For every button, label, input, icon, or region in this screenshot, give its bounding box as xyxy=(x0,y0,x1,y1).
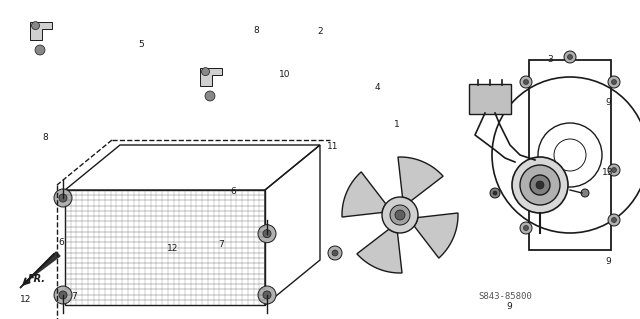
Circle shape xyxy=(31,22,40,30)
Text: 7: 7 xyxy=(71,292,76,301)
Polygon shape xyxy=(398,157,443,201)
Circle shape xyxy=(536,181,544,189)
FancyBboxPatch shape xyxy=(469,84,511,114)
Text: 8: 8 xyxy=(253,26,259,35)
Bar xyxy=(529,60,611,250)
Circle shape xyxy=(608,214,620,226)
Circle shape xyxy=(564,51,576,63)
Circle shape xyxy=(524,79,529,85)
Circle shape xyxy=(608,164,620,176)
Circle shape xyxy=(512,157,568,213)
Text: 8: 8 xyxy=(42,133,47,142)
Circle shape xyxy=(568,55,573,60)
Text: 3: 3 xyxy=(548,55,553,63)
Text: 13: 13 xyxy=(602,168,614,177)
Text: 10: 10 xyxy=(279,70,291,79)
Polygon shape xyxy=(200,68,222,86)
Text: 6: 6 xyxy=(58,238,63,247)
Text: FR.: FR. xyxy=(28,274,46,284)
Text: 7: 7 xyxy=(218,241,223,249)
Circle shape xyxy=(382,197,418,233)
Circle shape xyxy=(332,250,338,256)
Circle shape xyxy=(530,175,550,195)
Circle shape xyxy=(520,165,560,205)
Circle shape xyxy=(524,226,529,231)
Text: 1: 1 xyxy=(394,120,399,129)
Text: 9: 9 xyxy=(605,257,611,266)
Text: S843-85800: S843-85800 xyxy=(479,292,532,301)
Circle shape xyxy=(608,76,620,88)
Circle shape xyxy=(258,286,276,304)
Text: 9: 9 xyxy=(506,302,511,311)
Text: 6: 6 xyxy=(231,187,236,196)
Text: 11: 11 xyxy=(327,142,339,151)
Circle shape xyxy=(59,194,67,202)
Circle shape xyxy=(54,286,72,304)
Circle shape xyxy=(258,225,276,243)
Text: 4: 4 xyxy=(375,83,380,92)
Circle shape xyxy=(520,222,532,234)
Circle shape xyxy=(202,68,209,76)
Circle shape xyxy=(520,76,532,88)
Polygon shape xyxy=(20,252,60,288)
Circle shape xyxy=(205,91,215,101)
Circle shape xyxy=(263,230,271,238)
Text: 2: 2 xyxy=(317,27,323,36)
Circle shape xyxy=(395,210,405,220)
Polygon shape xyxy=(414,213,458,258)
Text: 9: 9 xyxy=(605,98,611,107)
Polygon shape xyxy=(342,172,386,217)
Circle shape xyxy=(611,167,616,173)
Circle shape xyxy=(59,291,67,299)
Circle shape xyxy=(611,79,616,85)
Text: 12: 12 xyxy=(167,244,179,253)
Polygon shape xyxy=(30,22,52,40)
Circle shape xyxy=(263,291,271,299)
Circle shape xyxy=(490,188,500,198)
Circle shape xyxy=(390,205,410,225)
Text: 12: 12 xyxy=(20,295,31,304)
Circle shape xyxy=(35,45,45,55)
Circle shape xyxy=(581,189,589,197)
Text: 5: 5 xyxy=(138,40,143,49)
Circle shape xyxy=(493,191,497,195)
Polygon shape xyxy=(357,229,402,273)
Circle shape xyxy=(54,189,72,207)
Circle shape xyxy=(328,246,342,260)
Circle shape xyxy=(611,218,616,222)
